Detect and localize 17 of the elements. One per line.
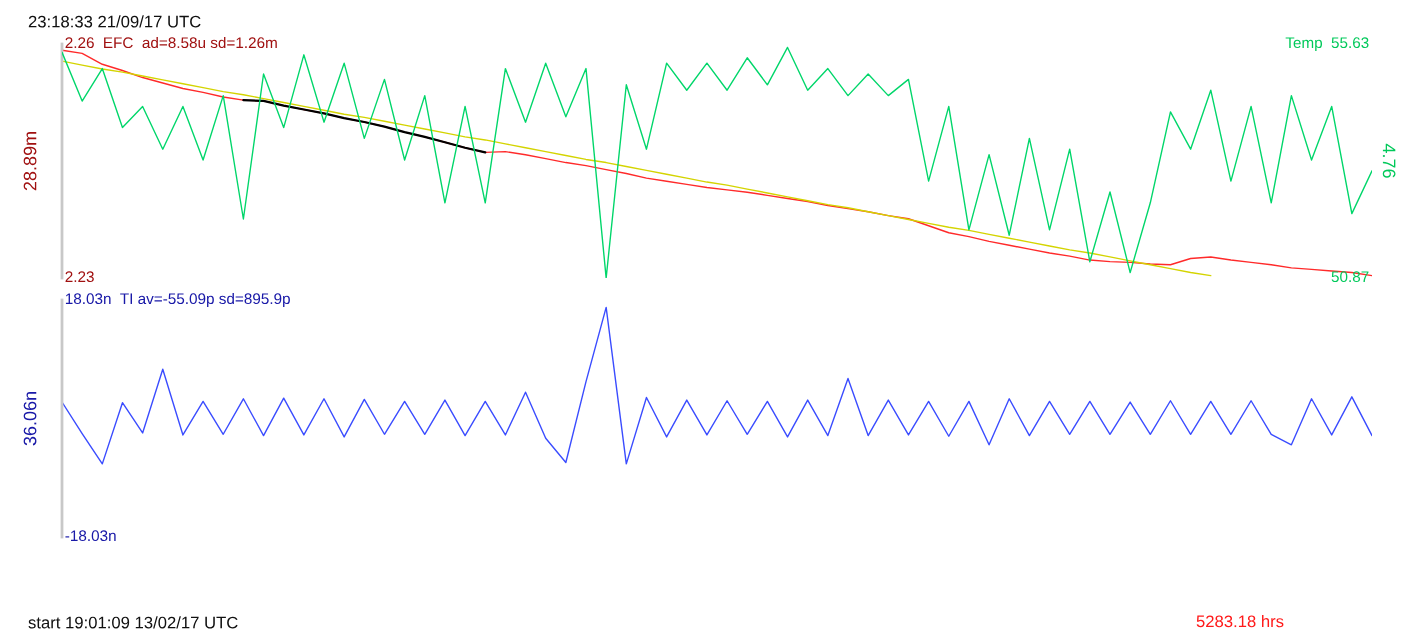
y2-axis-title: 4.76: [1382, 143, 1396, 178]
x-axis-title: 5283.18 hrs: [1196, 615, 1284, 628]
y2-tick-label: 50.87: [1331, 271, 1369, 283]
y-tick-label: 2.23: [65, 271, 94, 283]
line-series: [242, 99, 487, 154]
annotation: Temp: [1285, 37, 1323, 52]
y2-tick-label: 55.63: [1331, 37, 1369, 49]
y-tick-label: -18.03n: [65, 530, 116, 542]
annotation: TI av=-55.09p sd=895.9p: [120, 292, 290, 308]
text: start 19:01:09 13/02/17 UTC: [28, 616, 238, 629]
y-axis-title: 28.89m: [23, 132, 37, 191]
y-tick-label: 2.26: [65, 37, 94, 49]
y-axis-title: 36.06n: [23, 392, 37, 446]
line-series: [62, 306, 1372, 465]
annotation: EFC ad=8.58u sd=1.26m: [104, 36, 277, 49]
chart-title: 23:18:33 21/09/17 UTC: [28, 15, 201, 28]
y-tick-label: 18.03n: [65, 293, 111, 305]
